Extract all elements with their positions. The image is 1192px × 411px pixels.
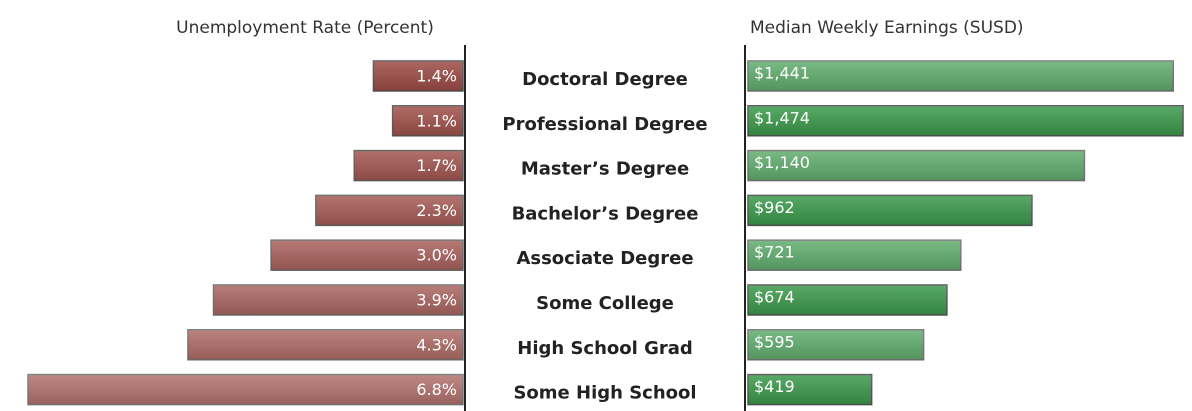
category-label: Master’s Degree [521, 159, 689, 180]
value-label: $721 [754, 243, 795, 262]
category-label: High School Grad [517, 338, 693, 359]
value-label: 1.4% [416, 67, 457, 86]
right-title: Median Weekly Earnings (SUSD) [750, 18, 1024, 38]
value-label: 1.1% [416, 111, 457, 130]
value-label: $1,441 [754, 64, 810, 83]
category-label: Some College [536, 293, 674, 314]
value-label: $595 [754, 332, 795, 351]
category-label: Doctoral Degree [522, 69, 688, 90]
left-title: Unemployment Rate (Percent) [176, 18, 434, 38]
value-label: $419 [754, 377, 795, 396]
value-label: 1.7% [416, 156, 457, 175]
value-label: 2.3% [416, 201, 457, 220]
category-label: Some High School [513, 383, 696, 404]
chart: Unemployment Rate (Percent) Median Weekl… [0, 0, 1192, 411]
value-label: $962 [754, 198, 795, 217]
category-label: Bachelor’s Degree [512, 203, 699, 224]
value-label: 3.9% [416, 291, 457, 310]
value-label: $1,140 [754, 153, 810, 172]
category-label: Professional Degree [502, 114, 707, 135]
value-label: 4.3% [416, 335, 457, 354]
value-label: $674 [754, 288, 795, 307]
bar-shade [748, 61, 1173, 91]
bar-shade [28, 375, 463, 405]
bar-shade [748, 106, 1183, 136]
value-label: 6.8% [416, 380, 457, 399]
value-label: $1,474 [754, 108, 810, 127]
value-label: 3.0% [416, 246, 457, 265]
category-label: Associate Degree [516, 248, 693, 269]
